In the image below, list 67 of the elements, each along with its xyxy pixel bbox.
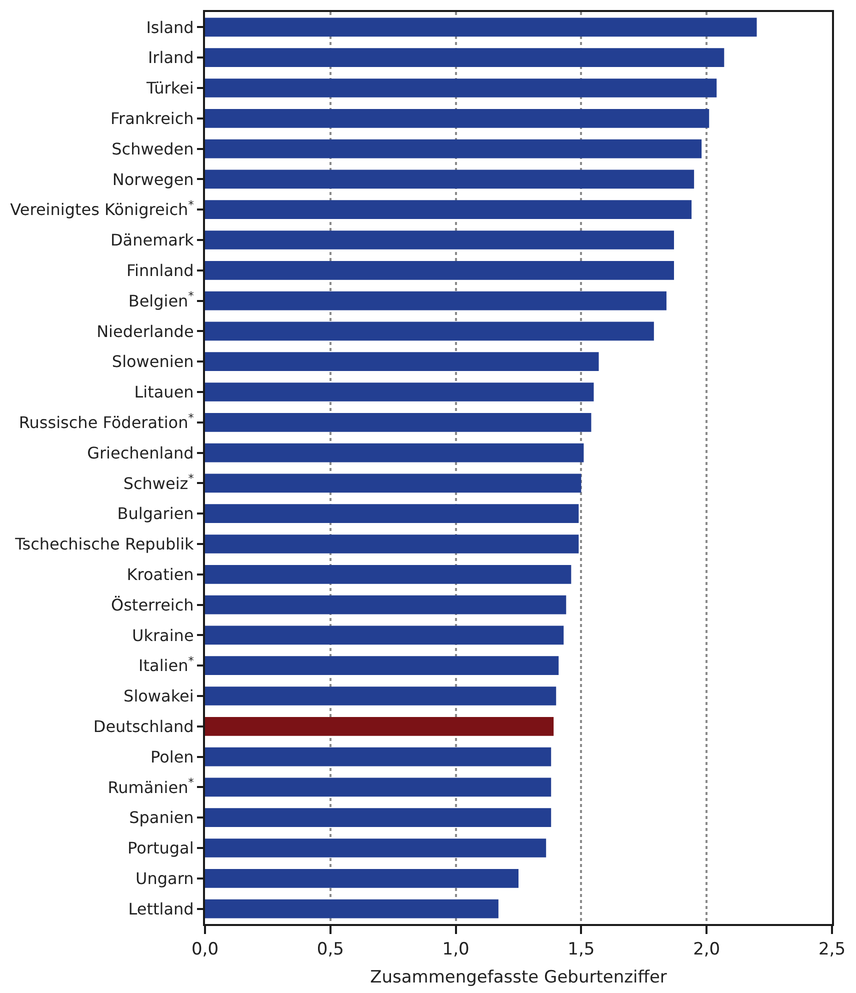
bar — [205, 412, 592, 432]
y-tick-label: Frankreich — [110, 109, 194, 128]
bar — [205, 474, 582, 493]
y-tick-label: Polen — [150, 747, 194, 766]
y-tick-label: Island — [146, 18, 194, 37]
x-tick-label: 2,0 — [693, 939, 720, 960]
bar — [205, 778, 552, 797]
y-tick-label: Belgien$^{*}$ — [128, 290, 194, 310]
bar — [205, 352, 599, 372]
bar — [205, 868, 518, 888]
bar — [205, 747, 552, 766]
y-tick-label: Lettland — [128, 899, 194, 918]
y-tick-label: Ukraine — [132, 626, 194, 645]
y-tick-label: Finnland — [126, 261, 194, 280]
bar — [205, 595, 566, 614]
x-tick-label: 1,5 — [568, 939, 595, 960]
y-tick-label: Kroatien — [126, 565, 194, 584]
bar — [205, 716, 554, 736]
y-tick-label: Deutschland — [93, 717, 194, 736]
x-tick-label: 0,5 — [316, 939, 344, 960]
bar — [205, 18, 757, 37]
y-tick-label: Bulgarien — [117, 504, 194, 524]
bar — [205, 291, 666, 310]
bar — [205, 534, 579, 554]
bar — [205, 382, 594, 402]
y-tick-label: Vereinigtes Königreich$^{*}$ — [10, 198, 194, 220]
x-tick-label: 1,0 — [442, 939, 470, 960]
bar — [205, 899, 498, 918]
x-tick-label: 0,0 — [191, 939, 219, 960]
bar — [205, 626, 564, 645]
y-tick-label: Ungarn — [136, 869, 194, 888]
x-tick-label: 2,5 — [818, 939, 846, 960]
bar — [205, 443, 584, 462]
y-tick-label: Russische Föderation$^{*}$ — [18, 411, 194, 432]
y-tick-label: Rumänien$^{*}$ — [108, 776, 194, 797]
y-tick-label: Türkei — [146, 78, 194, 98]
bar — [205, 78, 717, 98]
bar — [205, 230, 674, 250]
y-tick-label: Litauen — [134, 382, 194, 402]
bar — [205, 170, 694, 189]
y-tick-label: Griechenland — [87, 443, 194, 462]
y-tick-label: Schweiz$^{*}$ — [123, 472, 194, 493]
bar — [205, 504, 579, 524]
y-tick-label: Niederlande — [96, 322, 194, 341]
bar — [205, 48, 724, 68]
bar — [205, 564, 572, 584]
bar — [205, 656, 559, 676]
y-tick-label: Irland — [148, 48, 194, 68]
y-tick-label: Tschechische Republik — [14, 534, 195, 554]
bar — [205, 322, 654, 341]
y-tick-label: Dänemark — [110, 230, 195, 250]
bar — [205, 200, 692, 220]
bar — [205, 108, 710, 128]
y-tick-label: Italien$^{*}$ — [138, 654, 194, 676]
bar — [205, 686, 556, 706]
bar — [205, 139, 702, 158]
y-tick-label: Spanien — [129, 808, 194, 828]
x-axis-title: Zusammengefasste Geburtenziffer — [370, 967, 667, 988]
bar — [205, 260, 674, 280]
y-tick-label: Slowenien — [112, 352, 194, 372]
y-tick-label: Slowakei — [124, 686, 194, 706]
y-tick-label: Portugal — [128, 838, 194, 858]
y-tick-label: Schweden — [112, 139, 194, 158]
y-tick-label: Norwegen — [112, 170, 194, 189]
y-tick-label: Österreich — [111, 595, 194, 614]
bar — [205, 808, 552, 828]
bar — [205, 838, 546, 858]
